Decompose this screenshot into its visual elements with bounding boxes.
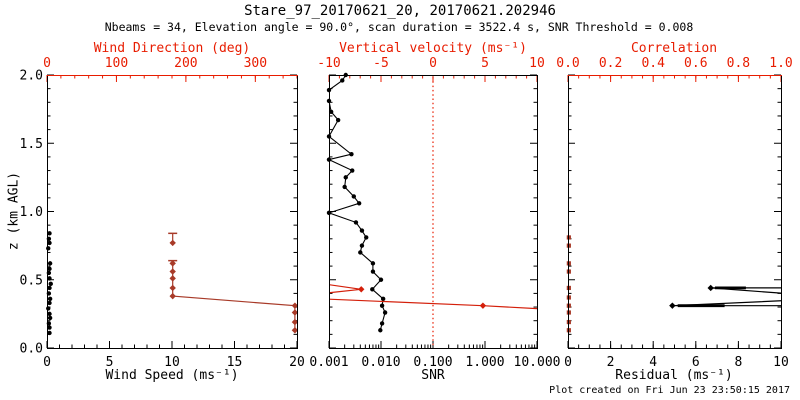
svg-text:300: 300 — [244, 56, 267, 71]
svg-text:1.5: 1.5 — [20, 137, 43, 152]
panel-snr: 0.001 0.010 0.100 1.000 10.000 -10 -5 0 5 10 — [309, 56, 560, 370]
panel-residual: 0 2 4 6 8 10 0.0 0.2 0.4 0.6 0.8 1.0 — [556, 56, 793, 370]
svg-text:0.2: 0.2 — [599, 56, 622, 71]
plot-subtitle: Nbeams = 34, Elevation angle = 90.0°, sc… — [104, 20, 694, 34]
svg-text:0: 0 — [43, 355, 51, 370]
axis-label-vertical-velocity: Vertical velocity (ms⁻¹) — [339, 41, 527, 56]
svg-text:0: 0 — [429, 56, 437, 71]
svg-text:0.001: 0.001 — [309, 355, 348, 370]
svg-text:0.010: 0.010 — [361, 355, 400, 370]
svg-text:2: 2 — [607, 355, 615, 370]
svg-text:200: 200 — [174, 56, 197, 71]
series-snr-profile — [326, 72, 388, 333]
svg-text:10: 10 — [773, 355, 789, 370]
series-wind-direction-profile — [168, 232, 299, 334]
plot-timestamp: Plot created on Fri Jun 23 23:50:15 2017 — [549, 385, 790, 396]
svg-text:0.0: 0.0 — [556, 56, 579, 71]
bottom-axis-residual: 0 2 4 6 8 10 — [564, 341, 789, 370]
svg-text:5: 5 — [481, 56, 489, 71]
top-axis-residual: 0.0 0.2 0.4 0.6 0.8 1.0 — [556, 56, 793, 82]
svg-text:20: 20 — [289, 355, 305, 370]
top-axis-snr: -10 -5 0 5 10 — [317, 56, 545, 82]
svg-text:0.8: 0.8 — [727, 56, 750, 71]
svg-text:6: 6 — [692, 355, 700, 370]
svg-text:15: 15 — [227, 355, 243, 370]
svg-text:0: 0 — [564, 355, 572, 370]
axis-label-height: z (km AGL) — [6, 171, 22, 251]
bottom-axis-snr: 0.001 0.010 0.100 1.000 10.000 — [309, 341, 560, 370]
svg-text:0.5: 0.5 — [20, 273, 43, 288]
top-axis-wind: 0 100 200 300 — [43, 56, 298, 82]
svg-text:0: 0 — [43, 56, 51, 71]
axis-label-correlation: Correlation — [630, 41, 718, 56]
axis-label-wind-direction: Wind Direction (deg) — [93, 41, 251, 56]
svg-text:4: 4 — [649, 355, 657, 370]
svg-text:0.4: 0.4 — [641, 56, 665, 71]
svg-text:100: 100 — [105, 56, 128, 71]
svg-text:5: 5 — [106, 355, 114, 370]
svg-text:-5: -5 — [373, 56, 389, 71]
svg-text:10: 10 — [529, 56, 545, 71]
axis-label-wind-speed: Wind Speed (ms⁻¹) — [105, 368, 239, 383]
svg-text:-10: -10 — [317, 56, 340, 71]
y-axis-wind: 0.0 0.5 1.0 1.5 2.0 — [20, 69, 297, 357]
svg-text:1.0: 1.0 — [769, 56, 792, 71]
axis-label-snr: SNR — [421, 368, 445, 383]
svg-text:1.0: 1.0 — [20, 205, 43, 220]
plot-title: Stare_97_20170621_20, 20170621.202946 — [244, 3, 556, 19]
svg-text:10.000: 10.000 — [514, 355, 561, 370]
series-vertical-velocity-profile — [329, 284, 537, 310]
series-residual-profile — [669, 284, 781, 309]
panel-frame-snr — [329, 75, 538, 349]
panel-frame-wind — [47, 75, 298, 349]
axis-label-residual: Residual (ms⁻¹) — [615, 368, 733, 383]
svg-text:0.0: 0.0 — [20, 342, 43, 357]
svg-text:8: 8 — [734, 355, 742, 370]
svg-text:10: 10 — [164, 355, 180, 370]
svg-text:1.000: 1.000 — [465, 355, 504, 370]
bottom-axis-wind: 0 5 10 15 20 — [43, 341, 305, 370]
svg-text:2.0: 2.0 — [20, 69, 43, 84]
svg-text:0.100: 0.100 — [413, 355, 452, 370]
panel-frame-residual — [568, 75, 782, 349]
svg-text:0.6: 0.6 — [684, 56, 707, 71]
y-axis-residual — [568, 74, 781, 349]
